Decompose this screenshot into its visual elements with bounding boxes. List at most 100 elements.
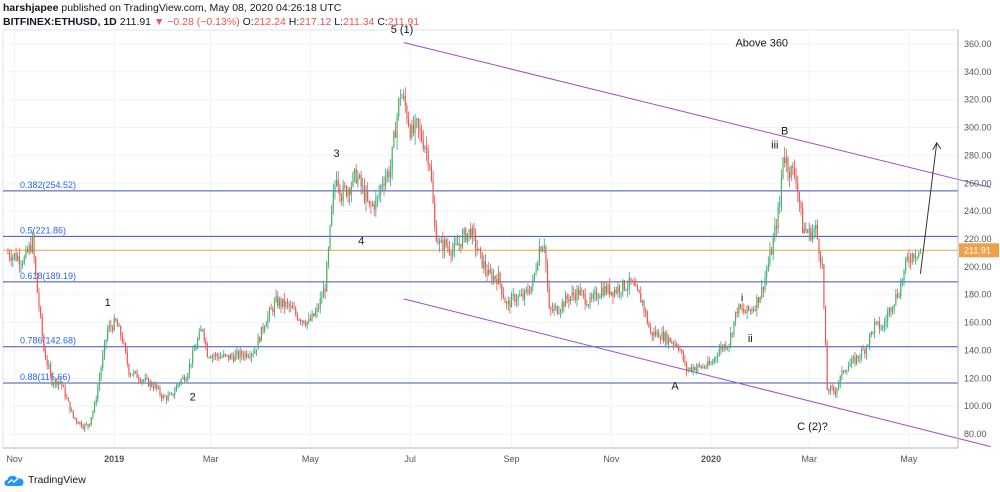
logo-text: TradingView [28, 474, 86, 486]
candle-body [272, 308, 274, 313]
candle-body [610, 291, 612, 295]
candle-body [236, 351, 238, 355]
candle-body [582, 291, 585, 294]
candle-body [834, 390, 836, 394]
candle-body [111, 327, 114, 331]
candle-body [94, 403, 96, 412]
candle-body [332, 192, 334, 207]
candle-body [540, 247, 542, 252]
candle-body [41, 316, 43, 336]
price-chart[interactable]: 0.382(254.52) 0.5(221.86) 0.618(189.19) 0.7… [0, 0, 1000, 470]
candle-body [336, 179, 338, 186]
author-name[interactable]: harshjapee [3, 2, 59, 14]
candle-body [365, 191, 367, 202]
candle-body [13, 253, 16, 257]
candle-body [249, 356, 251, 358]
candle-body [123, 342, 125, 344]
candle-body [838, 383, 840, 389]
candle-body [215, 353, 217, 356]
candle-body [285, 302, 287, 307]
candle-body [259, 337, 261, 342]
candle-body [10, 257, 12, 261]
candle-body [533, 273, 536, 280]
candle-body [803, 228, 805, 234]
candle-body [187, 374, 189, 380]
candle-body [792, 165, 794, 169]
candle-body [813, 228, 815, 232]
candle-body [92, 411, 94, 418]
candle-body [550, 307, 552, 310]
candle-body [605, 286, 607, 293]
candle-body [712, 361, 714, 364]
candle-body [331, 206, 333, 226]
candle-body [156, 384, 158, 389]
candle-body [859, 357, 861, 359]
candle-body [805, 228, 807, 231]
candle-body [188, 363, 190, 375]
wave-label: 4 [358, 236, 364, 248]
candle-body [475, 233, 477, 249]
candle-body [630, 277, 632, 282]
candle-body [484, 261, 486, 271]
time-tick-label: May [900, 454, 918, 464]
candle-body [857, 355, 859, 359]
candle-body [233, 356, 235, 361]
wave-label: 5 (1) [391, 24, 414, 36]
candle-body [347, 189, 349, 197]
candle-body [458, 243, 460, 246]
candle-body [295, 308, 297, 315]
candle-body [72, 410, 74, 418]
tradingview-logo[interactable]: TradingView [4, 472, 86, 488]
candle-body [499, 272, 501, 285]
price-tick-label: 300.00 [964, 123, 992, 133]
candle-body [255, 349, 258, 352]
candle-body [414, 119, 416, 133]
candle-body [231, 354, 233, 357]
candle-body [700, 365, 702, 368]
candle-body [394, 131, 397, 138]
candle-body [193, 349, 195, 351]
candle-body [120, 326, 122, 337]
candle-body [80, 422, 83, 427]
candle-body [152, 386, 155, 389]
candle-body [211, 355, 213, 358]
candle-body [646, 312, 648, 324]
candle-body [573, 292, 575, 295]
price-tick-label: 340.00 [964, 67, 992, 77]
symbol-name[interactable]: BITFINEX:ETHUSD, 1D [3, 16, 117, 28]
candle-body [172, 393, 174, 396]
candle-body [370, 204, 372, 206]
candle-body [321, 297, 323, 299]
candle-body [811, 231, 814, 240]
candle-body [177, 384, 179, 387]
price-tick-label: 160.00 [964, 318, 992, 328]
candle-body [36, 273, 38, 293]
candle-body [327, 248, 329, 263]
candle-body [198, 331, 200, 340]
candle-body [182, 376, 184, 380]
candle-body [264, 326, 266, 331]
candle-body [764, 277, 766, 290]
candle-body [911, 253, 913, 263]
candle-body [298, 319, 300, 321]
candle-body [663, 331, 665, 342]
price-tick-label: 140.00 [964, 345, 992, 355]
candle-body [118, 326, 120, 328]
chart-header: harshjapee published on TradingView.com,… [3, 2, 963, 30]
candle-body [620, 292, 622, 294]
candle-body [466, 233, 468, 242]
candle-body [689, 367, 691, 370]
candle-body [826, 343, 828, 391]
candle-body [206, 344, 208, 358]
candle-body [851, 359, 853, 365]
time-axis[interactable]: Nov 2019 Mar May Jul Sep Nov 2020 Mar May [3, 447, 958, 464]
candle-body [497, 272, 500, 285]
candle-body [461, 234, 464, 248]
candle-body [877, 321, 879, 323]
candle-body [551, 309, 554, 311]
candle-body [757, 297, 760, 303]
candle-body [913, 253, 915, 259]
candle-body [151, 382, 153, 387]
candle-body [671, 342, 673, 344]
price-axis[interactable]: 80.00 100.00 120.00 140.00 160.00 180.00 200.0… [957, 30, 999, 448]
